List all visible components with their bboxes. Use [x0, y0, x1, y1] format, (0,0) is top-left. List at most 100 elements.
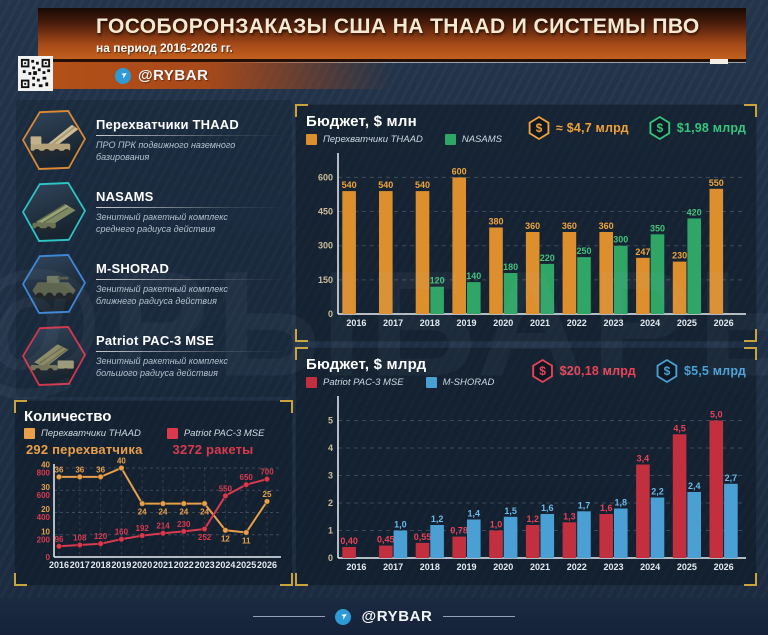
- svg-text:600: 600: [37, 491, 51, 500]
- svg-text:40: 40: [41, 461, 50, 470]
- header-channel-strip: ➤ @RYBAR: [53, 62, 393, 89]
- telegram-icon: ➤: [335, 608, 352, 625]
- svg-text:1: 1: [328, 526, 333, 536]
- legend-item-nasams: NASAMS: [444, 134, 502, 145]
- total-badge-pac3: $ $20,18 млрд: [532, 359, 636, 383]
- svg-text:1,0: 1,0: [490, 520, 503, 530]
- svg-text:2016: 2016: [49, 560, 69, 570]
- budget-mln-chart: 0 150 300 450 600 2016 540 2017 540 2018 540 120 201…: [318, 153, 746, 328]
- svg-text:1,3: 1,3: [563, 511, 576, 521]
- svg-text:150: 150: [318, 275, 333, 285]
- system-desc: Зенитный ракетный комплекс большого ради…: [96, 355, 228, 378]
- dollar-hex-icon: $: [656, 359, 678, 383]
- svg-text:0,40: 0,40: [340, 536, 358, 546]
- svg-text:160: 160: [115, 528, 129, 537]
- svg-text:2023: 2023: [195, 560, 215, 570]
- footer-channel-handle: @RYBAR: [361, 608, 433, 625]
- svg-text:2,7: 2,7: [725, 473, 738, 483]
- total-badge-mshorad: $ $5,5 млрд: [656, 359, 746, 383]
- svg-text:247: 247: [635, 247, 650, 257]
- legend-label: M-SHORAD: [442, 377, 495, 388]
- svg-text:2023: 2023: [603, 318, 623, 328]
- svg-text:0: 0: [328, 553, 333, 563]
- svg-text:230: 230: [177, 520, 191, 529]
- svg-text:36: 36: [55, 465, 64, 474]
- system-hexagon: [22, 182, 86, 242]
- svg-text:220: 220: [540, 253, 555, 263]
- page-title: ГОСОБОРОНЗАКАЗЫ США НА THAAD И СИСТЕМЫ П…: [96, 15, 700, 38]
- svg-text:2019: 2019: [457, 318, 477, 328]
- svg-text:40: 40: [117, 457, 126, 466]
- svg-text:2021: 2021: [530, 562, 550, 572]
- qr-code: [18, 56, 53, 91]
- svg-text:0,45: 0,45: [377, 535, 395, 545]
- total-badge-thaad: $ ≈ $4,7 млрд: [528, 116, 629, 140]
- system-desc: Зенитный ракетный комплекс ближнего ради…: [96, 283, 228, 306]
- svg-text:2025: 2025: [236, 560, 256, 570]
- svg-text:2024: 2024: [215, 560, 235, 570]
- legend-swatch: [425, 377, 437, 388]
- svg-text:96: 96: [55, 535, 64, 544]
- svg-text:0: 0: [328, 309, 333, 319]
- svg-text:11: 11: [242, 537, 251, 546]
- svg-text:3,4: 3,4: [637, 454, 650, 464]
- legend-item-pac3: Patriot PAC-3 MSE: [306, 377, 404, 388]
- svg-text:36: 36: [75, 465, 84, 474]
- page-subtitle: на период 2016-2026 гг.: [96, 41, 233, 55]
- dollar-hex-icon: $: [532, 359, 553, 383]
- svg-text:2022: 2022: [567, 318, 587, 328]
- mshorad-vehicle-image: [32, 275, 76, 301]
- svg-text:540: 540: [342, 180, 357, 190]
- svg-text:2016: 2016: [346, 562, 366, 572]
- system-hexagon: [22, 110, 86, 170]
- svg-text:4,5: 4,5: [673, 423, 686, 433]
- svg-text:2020: 2020: [132, 560, 152, 570]
- svg-text:4: 4: [328, 443, 333, 453]
- svg-text:550: 550: [709, 178, 724, 188]
- legend-label: NASAMS: [461, 134, 502, 145]
- footer: ➤ @RYBAR: [0, 598, 768, 635]
- legend-item-pac3: Patriot PAC-3 MSE: [166, 428, 264, 439]
- svg-text:300: 300: [318, 241, 333, 251]
- header-channel-handle: @RYBAR: [138, 67, 209, 84]
- svg-text:300: 300: [613, 235, 628, 245]
- qr-code-image: [20, 58, 51, 89]
- divider: [253, 616, 326, 617]
- svg-text:140: 140: [466, 271, 481, 281]
- svg-text:2017: 2017: [383, 318, 403, 328]
- svg-text:380: 380: [488, 217, 503, 227]
- legend: Patriot PAC-3 MSE M-SHORAD: [306, 377, 494, 388]
- system-name: Перехватчики THAAD: [96, 116, 239, 132]
- svg-text:420: 420: [687, 207, 702, 217]
- svg-text:2021: 2021: [153, 560, 173, 570]
- svg-text:2016: 2016: [346, 318, 366, 328]
- svg-text:180: 180: [503, 262, 518, 272]
- total-badge-nasams: $ $1,98 млрд: [649, 116, 746, 140]
- legend-label: Перехватчики THAAD: [41, 428, 141, 439]
- budget-mln-panel: Бюджет, $ млн Перехватчики THAAD NASAMS …: [295, 104, 757, 342]
- svg-text:2017: 2017: [70, 560, 90, 570]
- quantity-panel: Количество Перехватчики THAAD Patriot PA…: [14, 400, 293, 586]
- svg-text:2026: 2026: [714, 562, 734, 572]
- svg-text:540: 540: [415, 180, 430, 190]
- system-item-mshorad: M-SHORAD Зенитный ракетный комплекс ближ…: [22, 248, 286, 320]
- summary-interceptors: 292 перехватчика: [26, 442, 143, 457]
- svg-text:1,5: 1,5: [504, 506, 517, 516]
- svg-text:24: 24: [138, 508, 147, 517]
- svg-text:400: 400: [37, 513, 51, 522]
- svg-text:2019: 2019: [457, 562, 477, 572]
- svg-text:192: 192: [136, 524, 150, 533]
- svg-text:2019: 2019: [111, 560, 131, 570]
- svg-text:2022: 2022: [174, 560, 194, 570]
- svg-text:1,0: 1,0: [394, 520, 407, 530]
- legend-label: Перехватчики THAAD: [323, 134, 423, 145]
- divider: [442, 616, 515, 617]
- divider: [96, 278, 286, 280]
- system-name: Patriot PAC-3 MSE: [96, 332, 215, 348]
- svg-text:2: 2: [328, 498, 333, 508]
- total-badge-text: $1,98 млрд: [676, 121, 746, 135]
- svg-text:0,78: 0,78: [450, 526, 468, 536]
- system-item-thaad: Перехватчики THAAD ПРО ПРК подвижного на…: [22, 104, 286, 176]
- chart-title-budget-mlrd: Бюджет, $ млрд: [306, 356, 427, 373]
- legend-swatch: [306, 377, 317, 388]
